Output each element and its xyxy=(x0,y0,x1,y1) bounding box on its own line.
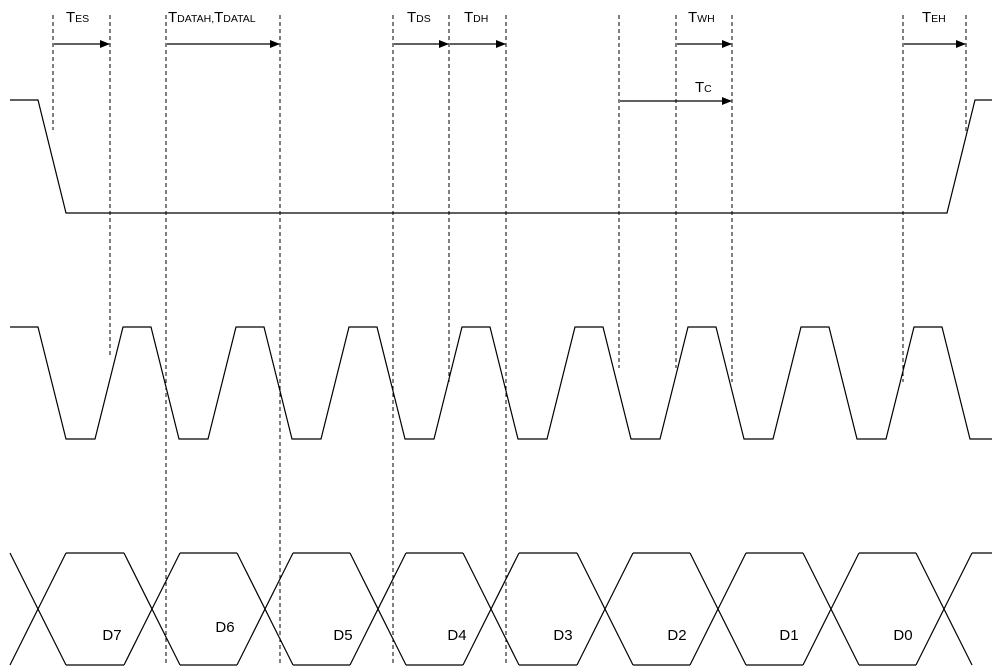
label-teh: TEH xyxy=(922,9,946,26)
bus-crossing-6-b xyxy=(689,552,747,666)
label-tds: TDS xyxy=(407,9,431,26)
label-twh: TWH xyxy=(688,9,715,26)
bus-crossing-3-b xyxy=(349,552,407,666)
bus-crossing-1-b xyxy=(123,552,181,666)
bus-crossing-4-b xyxy=(462,552,520,666)
label-tdatah: TDATAH,TDATAL xyxy=(168,9,256,26)
data-bit-label-d3: D3 xyxy=(553,627,572,644)
enable-waveform xyxy=(10,99,992,214)
clock-waveform xyxy=(10,326,992,440)
bus-crossing-5-b xyxy=(576,552,634,666)
data-bit-label-d5: D5 xyxy=(333,627,352,644)
timing-labels: TES TDATAH,TDATAL TDS TDH TWH TC TEH xyxy=(66,9,946,96)
label-tc: TC xyxy=(695,79,712,96)
data-bit-label-d6: D6 xyxy=(215,619,234,636)
data-bit-label-d4: D4 xyxy=(447,627,466,644)
data-bit-label-d2: D2 xyxy=(667,627,686,644)
data-bus-labels: D7 D6 D5 D4 D3 D2 D1 D0 xyxy=(102,619,912,644)
data-bit-label-d1: D1 xyxy=(779,627,798,644)
label-tes: TES xyxy=(66,9,89,26)
data-bus xyxy=(9,552,992,666)
data-bit-label-d7: D7 xyxy=(102,627,121,644)
bus-crossing-8-b xyxy=(915,552,973,666)
label-tdh: TDH xyxy=(464,9,488,26)
timing-arrows xyxy=(54,40,966,105)
bus-crossing-2-b xyxy=(236,552,294,666)
bus-crossing-7-b xyxy=(802,552,860,666)
timing-reference-lines xyxy=(52,15,967,665)
data-bit-label-d0: D0 xyxy=(893,627,912,644)
bus-crossing-0-b xyxy=(9,552,67,666)
